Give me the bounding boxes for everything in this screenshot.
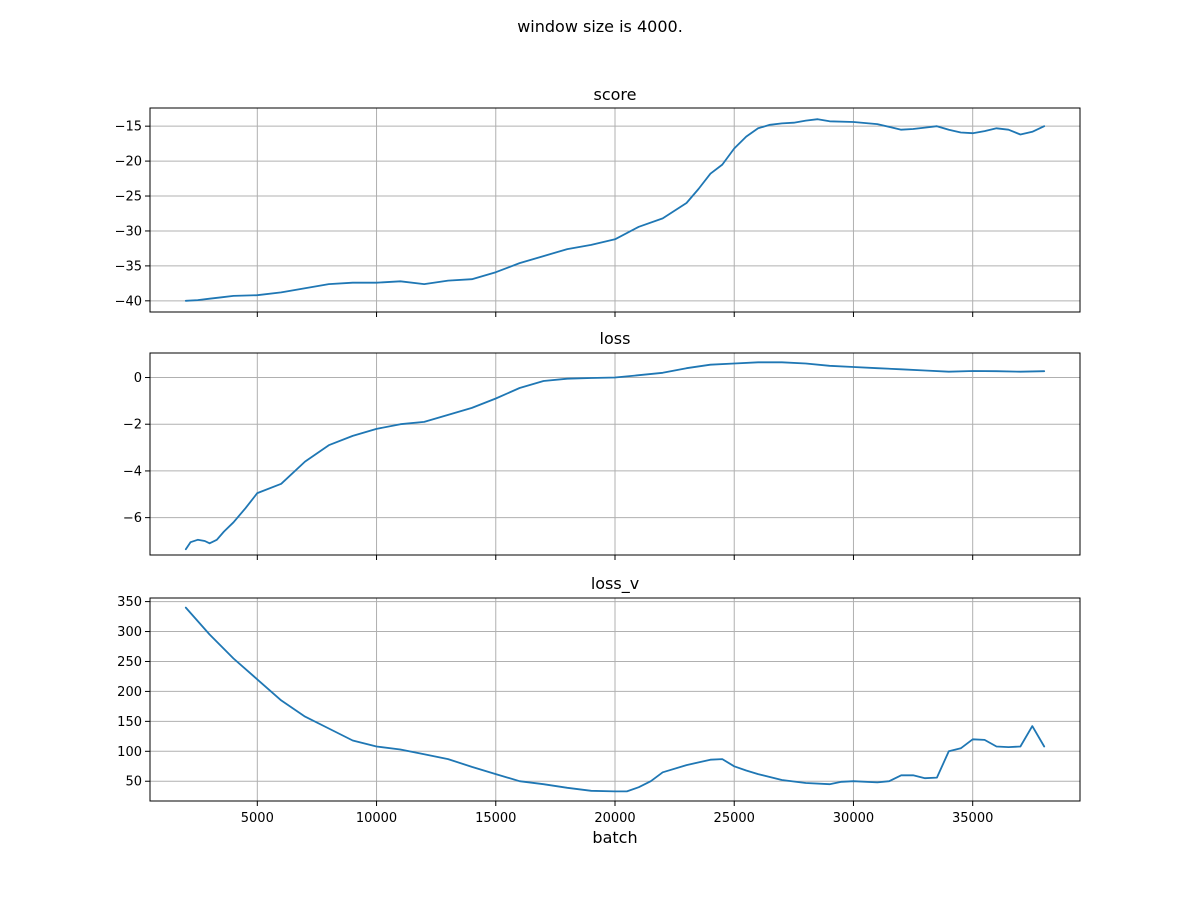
series-line-score: [184, 118, 1046, 302]
y-tick-label: −6: [123, 511, 142, 526]
y-tick-label: 350: [117, 595, 142, 610]
y-tick-label: 100: [117, 745, 142, 760]
x-tick-label: 5000: [241, 811, 274, 826]
x-tick-label: 30000: [833, 811, 874, 826]
subplot-title-loss: loss: [600, 329, 631, 348]
x-axis-label: batch: [592, 828, 637, 847]
y-tick-label: 0: [134, 371, 142, 386]
y-tick-label: 200: [117, 685, 142, 700]
y-tick-label: −4: [123, 464, 142, 479]
x-tick-label: 10000: [356, 811, 397, 826]
y-tick-label: −15: [115, 120, 142, 135]
x-tick-label: 20000: [594, 811, 635, 826]
y-tick-label: 300: [117, 625, 142, 640]
y-tick-label: −20: [115, 155, 142, 170]
y-tick-label: −2: [123, 418, 142, 433]
y-tick-label: −30: [115, 224, 142, 239]
y-tick-label: −40: [115, 294, 142, 309]
y-tick-label: −35: [115, 259, 142, 274]
y-tick-label: 150: [117, 715, 142, 730]
subplot-title-loss-v: loss_v: [591, 574, 639, 594]
subplot-score: score −40 −35 −30 −25 −20 −15: [115, 85, 1081, 317]
x-tick-label: 35000: [952, 811, 993, 826]
subplot-loss: loss −6 −4 −2 0: [123, 329, 1081, 560]
figure-suptitle: window size is 4000.: [517, 17, 683, 36]
series-line-loss: [184, 361, 1046, 551]
y-tick-label: 250: [117, 655, 142, 670]
subplot-title-score: score: [594, 85, 637, 104]
y-tick-label: −25: [115, 190, 142, 205]
x-tick-label: 15000: [475, 811, 516, 826]
y-tick-label: 50: [125, 775, 142, 790]
series-line-loss-v: [184, 606, 1046, 793]
subplot-loss-v: loss_v 5000 10000 15000 20000 25000 30000 3500…: [117, 574, 1081, 826]
x-tick-label: 25000: [714, 811, 755, 826]
